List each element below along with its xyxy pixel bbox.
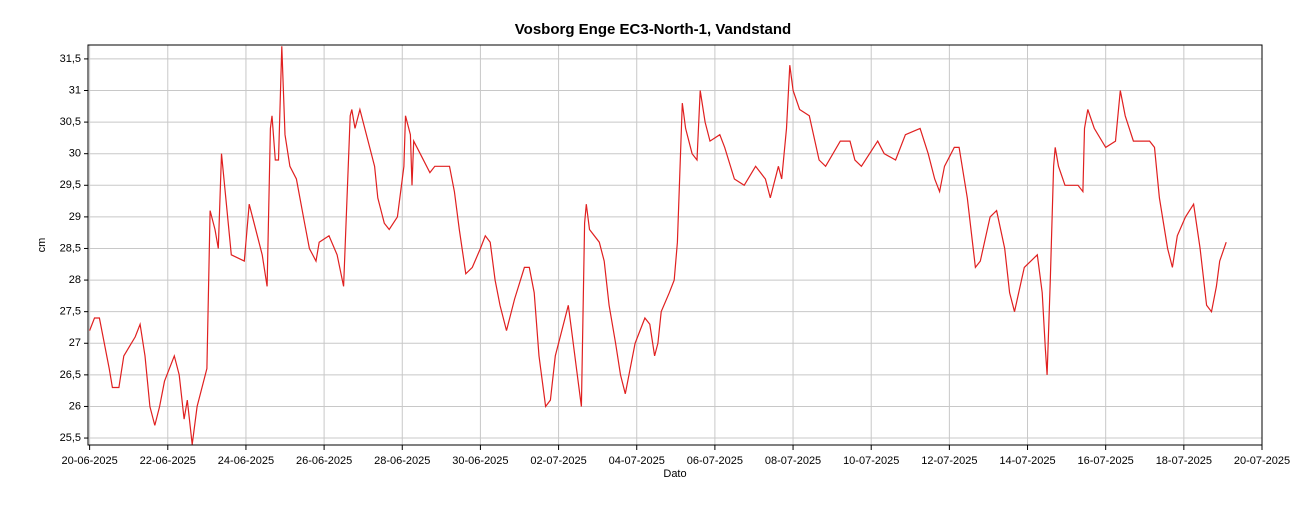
- y-tick-label: 31,5: [60, 53, 81, 65]
- y-tick-label: 30: [69, 148, 81, 160]
- y-tick-label: 27: [69, 337, 81, 349]
- x-tick-label: 22-06-2025: [140, 455, 196, 467]
- x-tick-label: 14-07-2025: [999, 455, 1055, 467]
- y-tick-label: 30,5: [60, 116, 81, 128]
- x-tick-label: 16-07-2025: [1078, 455, 1134, 467]
- y-tick-label: 26: [69, 400, 81, 412]
- y-tick-label: 26,5: [60, 369, 81, 381]
- data-line: [89, 46, 1227, 445]
- y-tick-label: 25,5: [60, 432, 81, 444]
- x-tick-label: 06-07-2025: [687, 455, 743, 467]
- x-axis-label: Dato: [663, 468, 686, 480]
- y-tick-label: 28,5: [60, 242, 81, 254]
- x-tick-label: 02-07-2025: [530, 455, 586, 467]
- x-tick-label: 20-07-2025: [1234, 455, 1290, 467]
- x-tick-label: 26-06-2025: [296, 455, 352, 467]
- x-tick-label: 08-07-2025: [765, 455, 821, 467]
- y-axis-label: cm: [36, 238, 48, 253]
- x-tick-label: 04-07-2025: [609, 455, 665, 467]
- x-tick-label: 24-06-2025: [218, 455, 274, 467]
- y-tick-label: 27,5: [60, 306, 81, 318]
- x-tick-label: 12-07-2025: [921, 455, 977, 467]
- x-tick-label: 18-07-2025: [1156, 455, 1212, 467]
- y-tick-label: 29: [69, 211, 81, 223]
- chart-title: Vosborg Enge EC3-North-1, Vandstand: [515, 21, 791, 38]
- y-tick-label: 29,5: [60, 179, 81, 191]
- y-tick-label: 31: [69, 84, 81, 96]
- x-tick-label: 20-06-2025: [61, 455, 117, 467]
- y-tick-label: 28: [69, 274, 81, 286]
- x-tick-label: 10-07-2025: [843, 455, 899, 467]
- plot-frame: [87, 44, 1263, 446]
- x-tick-label: 28-06-2025: [374, 455, 430, 467]
- x-tick-label: 30-06-2025: [452, 455, 508, 467]
